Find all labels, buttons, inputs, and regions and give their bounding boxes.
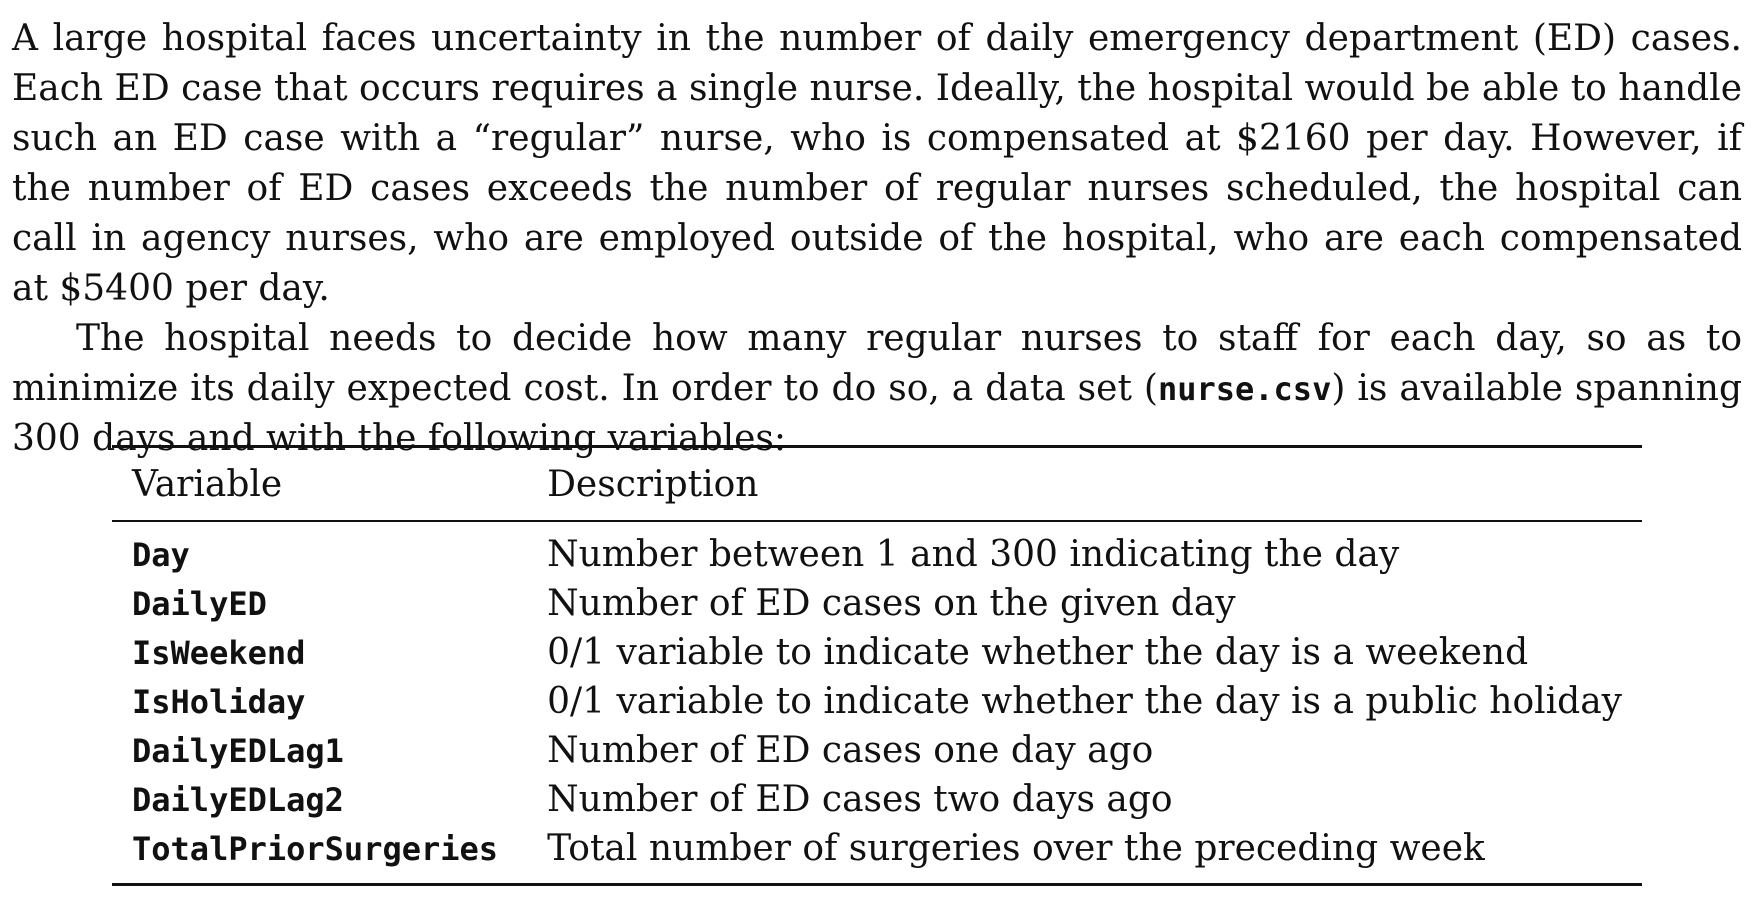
paragraph-2-text-start: The hospital needs to decide how many re…	[12, 318, 1742, 409]
problem-paragraph-2: The hospital needs to decide how many re…	[12, 314, 1742, 464]
variable-description: Number of ED cases on the given day	[547, 583, 1236, 624]
variables-table: Variable Description Day Number between …	[112, 445, 1642, 886]
table-header: Variable Description	[112, 446, 1642, 521]
problem-paragraph-1: A large hospital faces uncertainty in th…	[12, 18, 1742, 309]
variable-name: TotalPriorSurgeries	[132, 829, 499, 868]
table-row: Day Number between 1 and 300 indicating …	[112, 521, 1642, 579]
variable-name: Day	[132, 535, 190, 574]
variable-name: IsHoliday	[132, 682, 306, 721]
paragraph-2-text-end: ) is available spanning 300 days and wit…	[12, 368, 1743, 459]
table-body: Day Number between 1 and 300 indicating …	[112, 521, 1642, 885]
variable-description: 0/1 variable to indicate whether the day…	[547, 681, 1622, 722]
header-variable: Variable	[132, 463, 283, 505]
variable-description: Number of ED cases one day ago	[547, 730, 1154, 771]
table-header-row: Variable Description	[112, 446, 1642, 521]
variable-name: IsWeekend	[132, 633, 306, 672]
dataset-filename: nurse.csv	[1157, 370, 1332, 408]
variable-description: Number between 1 and 300 indicating the …	[547, 534, 1400, 575]
table-row: TotalPriorSurgeries Total number of surg…	[112, 824, 1642, 885]
variable-name: DailyEDLag2	[132, 780, 344, 819]
table-row: DailyED Number of ED cases on the given …	[112, 579, 1642, 628]
table-row: DailyEDLag2 Number of ED cases two days …	[112, 775, 1642, 824]
variables-table-wrapper: Variable Description Day Number between …	[112, 445, 1642, 886]
variable-description: 0/1 variable to indicate whether the day…	[547, 632, 1529, 673]
header-description: Description	[547, 463, 759, 505]
table-row: IsHoliday 0/1 variable to indicate wheth…	[112, 677, 1642, 726]
document-body: A large hospital faces uncertainty in th…	[12, 14, 1742, 464]
variable-name: DailyED	[132, 584, 267, 623]
variable-description: Total number of surgeries over the prece…	[547, 828, 1485, 869]
table-row: DailyEDLag1 Number of ED cases one day a…	[112, 726, 1642, 775]
variable-name: DailyEDLag1	[132, 731, 344, 770]
table-row: IsWeekend 0/1 variable to indicate wheth…	[112, 628, 1642, 677]
variable-description: Number of ED cases two days ago	[547, 779, 1173, 820]
